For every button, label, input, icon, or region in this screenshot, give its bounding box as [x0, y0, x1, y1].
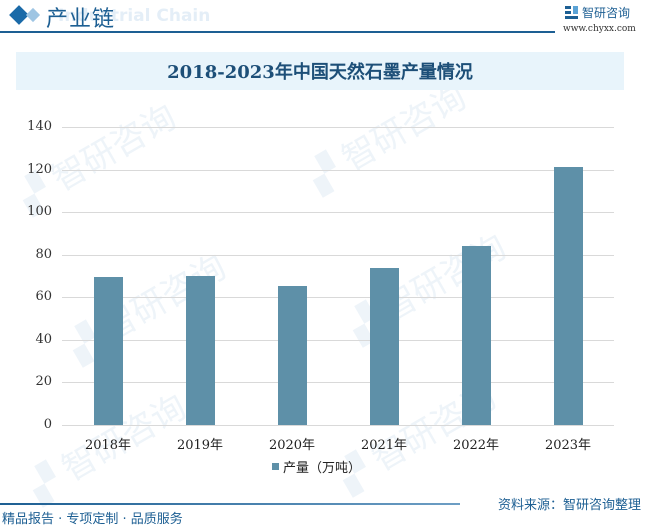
- y-tick-label: 20: [35, 374, 52, 390]
- gridline: [62, 297, 614, 299]
- y-tick-label: 120: [27, 161, 52, 177]
- gridline: [62, 212, 614, 214]
- x-tick-label: 2021年: [360, 438, 408, 453]
- gridline: [62, 169, 614, 171]
- legend: 产量（万吨）: [272, 457, 361, 476]
- footer-divider: [0, 503, 460, 505]
- gridline: [62, 254, 614, 256]
- gridline: [62, 127, 614, 128]
- brand-name: 智研咨询: [582, 6, 631, 20]
- legend-label: 产量（万吨）: [283, 461, 362, 476]
- y-tick-label: 140: [27, 119, 52, 134]
- bar-2022年: [461, 246, 491, 425]
- plot-area: [62, 127, 614, 426]
- gridline: [62, 339, 614, 341]
- brand-url: www.chyxx.com: [563, 24, 636, 34]
- x-tick-label: 2023年: [544, 438, 592, 453]
- bar-2019年: [185, 276, 215, 425]
- brand-logo: 智研咨询: [565, 4, 630, 21]
- gridline: [62, 425, 614, 426]
- bar-2023年: [553, 167, 583, 425]
- chart-title-box: 2018-2023年中国天然石墨产量情况: [16, 52, 624, 90]
- y-tick-label: 100: [27, 204, 52, 220]
- chart-title: 2018-2023年中国天然石墨产量情况: [167, 62, 473, 83]
- header: Industrial Chain 产业链 智研咨询 www.chyxx.com: [0, 0, 646, 40]
- section-title: 产业链: [46, 7, 116, 32]
- section-subtitle-bg: Industrial Chain: [58, 6, 211, 26]
- bar-2021年: [369, 267, 399, 425]
- x-tick-label: 2018年: [84, 438, 132, 453]
- header-divider: [0, 31, 555, 33]
- footer-tagline: 精品报告 · 专项定制 · 品质服务: [2, 512, 183, 525]
- diamond-icon: [9, 5, 41, 25]
- x-tick-label: 2020年: [268, 438, 316, 453]
- bar-2018年: [93, 277, 123, 425]
- bar-2020年: [277, 286, 307, 425]
- y-tick-label: 0: [43, 417, 52, 432]
- y-tick-label: 40: [35, 331, 52, 347]
- gridline: [62, 382, 614, 384]
- legend-swatch: [272, 463, 279, 470]
- y-tick-label: 80: [35, 246, 52, 262]
- footer-source: 资料来源：智研咨询整理: [498, 498, 642, 513]
- x-tick-label: 2019年: [176, 438, 224, 453]
- x-tick-label: 2022年: [452, 438, 500, 453]
- y-tick-label: 60: [35, 289, 52, 305]
- logo-icon: [565, 6, 578, 19]
